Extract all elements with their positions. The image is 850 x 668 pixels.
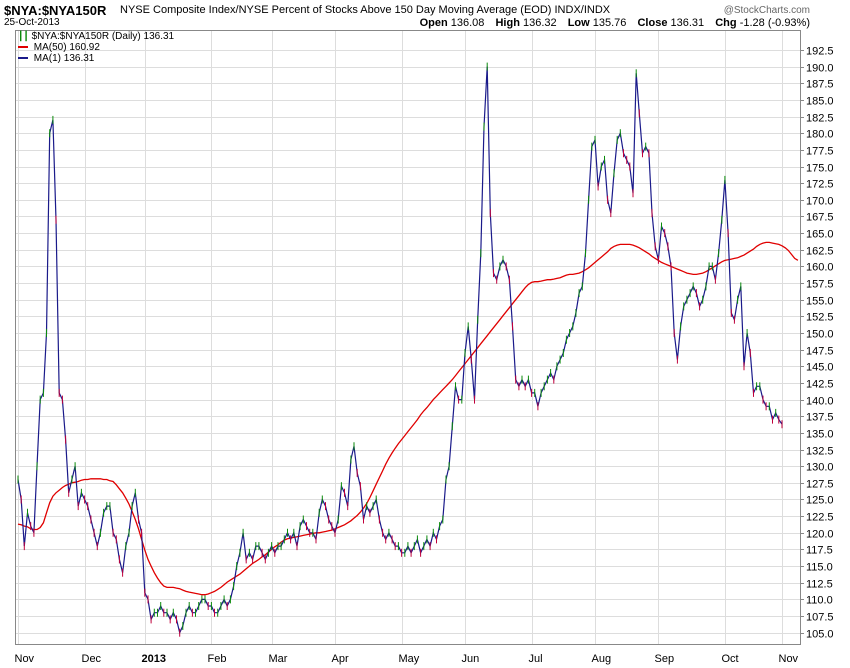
y-tick-label: 187.5 bbox=[806, 79, 834, 91]
y-tick-label: 142.5 bbox=[806, 379, 834, 391]
legend-ma50-swatch bbox=[18, 46, 28, 49]
ma50-line bbox=[17, 241, 799, 596]
brand-watermark: @StockCharts.com bbox=[723, 5, 810, 16]
y-tick-label: 182.5 bbox=[806, 113, 834, 125]
high-value: 136.32 bbox=[522, 17, 557, 29]
y-tick-label: 150.0 bbox=[806, 329, 834, 341]
y-tick-label: 122.5 bbox=[806, 512, 834, 524]
ohlc-readout: Open 136.08 High 136.32 Low 135.76 Close… bbox=[420, 18, 810, 29]
chart-description: NYSE Composite Index/NYSE Percent of Sto… bbox=[120, 4, 611, 16]
chart-symbol: $NYA:$NYA150R bbox=[4, 3, 107, 18]
y-tick-label: 117.5 bbox=[806, 545, 833, 557]
close-value: 136.31 bbox=[670, 17, 705, 29]
legend-main-label: $NYA:$NYA150R (Daily) 136.31 bbox=[31, 31, 175, 42]
y-tick-label: 152.5 bbox=[806, 312, 834, 324]
chg-value: -1.28 (-0.93%) bbox=[739, 17, 810, 29]
x-tick-label: Nov bbox=[779, 653, 799, 665]
low-label: Low bbox=[567, 17, 590, 29]
x-tick-label: Jul bbox=[529, 653, 543, 665]
y-tick-label: 132.5 bbox=[806, 446, 834, 458]
legend-main-icon: ┃┃ bbox=[18, 31, 29, 41]
close-label: Close bbox=[637, 17, 668, 29]
chart-date: 25-Oct-2013 bbox=[4, 17, 60, 28]
y-tick-label: 172.5 bbox=[806, 179, 834, 191]
y-tick-label: 107.5 bbox=[806, 612, 834, 624]
open-value: 136.08 bbox=[450, 17, 485, 29]
y-tick-label: 185.0 bbox=[806, 96, 834, 108]
y-tick-label: 115.0 bbox=[806, 562, 833, 574]
y-tick-label: 135.0 bbox=[806, 429, 834, 441]
x-tick-label: Nov bbox=[15, 653, 35, 665]
y-tick-label: 157.5 bbox=[806, 279, 834, 291]
x-tick-label: Dec bbox=[82, 653, 102, 665]
grid-lines bbox=[16, 31, 800, 644]
y-tick-label: 165.0 bbox=[806, 229, 834, 241]
x-tick-label: Mar bbox=[269, 653, 288, 665]
y-tick-label: 177.5 bbox=[806, 146, 834, 158]
y-tick-label: 180.0 bbox=[806, 129, 834, 141]
axis-labels: 105.0 107.5 110.0 112.5 115.0 117.5 120.0 122.5… bbox=[15, 46, 834, 666]
y-tick-label: 145.0 bbox=[806, 362, 834, 374]
legend-main: ┃┃ $NYA:$NYA150R (Daily) 136.31 bbox=[18, 32, 174, 42]
y-tick-label: 192.5 bbox=[806, 46, 834, 58]
y-tick-label: 140.0 bbox=[806, 396, 834, 408]
x-tick-label: Feb bbox=[208, 653, 227, 665]
y-tick-label: 147.5 bbox=[806, 346, 834, 358]
y-tick-label: 167.5 bbox=[806, 212, 834, 224]
y-tick-label: 120.0 bbox=[806, 529, 834, 541]
y-tick-label: 175.0 bbox=[806, 163, 834, 175]
x-tick-label: Oct bbox=[722, 653, 739, 665]
x-tick-label: Apr bbox=[332, 653, 349, 665]
x-tick-label: May bbox=[399, 653, 420, 665]
open-label: Open bbox=[419, 17, 448, 29]
high-label: High bbox=[495, 17, 520, 29]
legend-ma1-swatch bbox=[18, 57, 28, 60]
y-tick-label: 190.0 bbox=[806, 63, 834, 75]
y-tick-label: 155.0 bbox=[806, 296, 834, 308]
y-tick-label: 137.5 bbox=[806, 412, 834, 424]
x-tick-label: 2013 bbox=[142, 653, 166, 665]
chg-label: Chg bbox=[715, 17, 737, 29]
y-tick-label: 112.5 bbox=[806, 579, 833, 591]
y-tick-label: 110.0 bbox=[806, 595, 833, 607]
y-tick-label: 170.0 bbox=[806, 196, 834, 208]
legend-ma1: MA(1) 136.31 bbox=[18, 54, 94, 64]
y-tick-label: 162.5 bbox=[806, 246, 834, 258]
plot-frame bbox=[15, 30, 801, 645]
y-tick-label: 160.0 bbox=[806, 262, 834, 274]
x-tick-label: Jun bbox=[462, 653, 480, 665]
series-layer bbox=[17, 62, 799, 637]
low-value: 135.76 bbox=[592, 17, 627, 29]
x-tick-label: Aug bbox=[592, 653, 612, 665]
legend-ma50-label: MA(50) 160.92 bbox=[33, 42, 100, 53]
y-tick-label: 127.5 bbox=[806, 479, 834, 491]
y-tick-label: 125.0 bbox=[806, 495, 834, 507]
legend-ma1-label: MA(1) 136.31 bbox=[33, 53, 95, 64]
x-tick-label: Sep bbox=[655, 653, 675, 665]
y-tick-label: 130.0 bbox=[806, 462, 834, 474]
y-tick-label: 105.0 bbox=[806, 629, 834, 641]
price-line bbox=[17, 66, 783, 635]
legend-ma50: MA(50) 160.92 bbox=[18, 43, 100, 53]
